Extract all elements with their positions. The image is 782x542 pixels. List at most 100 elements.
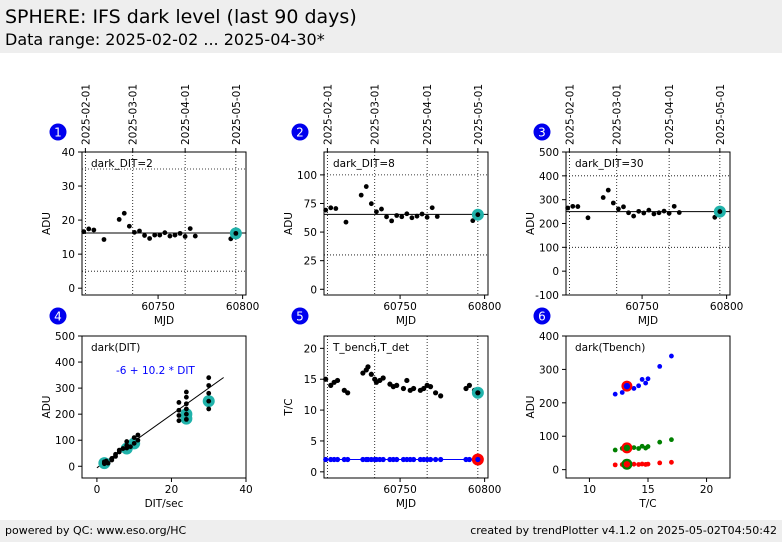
panel-2-data-point xyxy=(434,214,440,219)
panel-4-x-tick-label: 0 xyxy=(94,484,101,496)
panel-1-data-point xyxy=(91,227,97,233)
panel-5-x-tick-label: 60750 xyxy=(383,484,416,496)
panel-3-data-point xyxy=(610,200,616,206)
panel-2-data-point xyxy=(374,209,379,215)
panel-6-data-point xyxy=(643,380,649,386)
panel-2-data-point xyxy=(358,192,364,198)
panel-2-data-point xyxy=(333,206,339,211)
panel-3-y-tick-label: 200 xyxy=(539,219,559,231)
panel-3-data-point xyxy=(666,210,672,216)
panel-6-y-tick-label: 400 xyxy=(539,331,559,343)
panel-3-data-point xyxy=(661,208,667,214)
panel-6-y-tick-label: 0 xyxy=(552,465,559,477)
panel-6-data-point xyxy=(645,444,651,449)
panel-1-y-axis-label: ADU xyxy=(41,212,53,235)
panel-2-data-point xyxy=(409,215,415,221)
panel-5-frame xyxy=(323,335,489,479)
panel-5-y-tick-label: 5 xyxy=(310,436,317,448)
panel-6-data-point xyxy=(636,383,642,389)
panel-5-tbench-point xyxy=(380,375,386,381)
panel-1-data-point xyxy=(137,228,142,234)
panel-3-data-point xyxy=(616,206,621,212)
panel-1-badge-label: 1 xyxy=(54,126,62,140)
panel-4-data-point xyxy=(176,407,182,413)
panel-1-data-point xyxy=(132,229,137,235)
panel-6-data-point xyxy=(612,447,618,453)
panel-4-y-tick-label: 100 xyxy=(55,435,75,447)
panel-2-badge-label: 2 xyxy=(296,126,304,140)
panel-5-tdet-point xyxy=(334,456,341,463)
panel-1-badge xyxy=(49,123,67,141)
panel-4-data-point xyxy=(135,437,141,443)
panel-6-data-point xyxy=(669,353,674,359)
panel-5-annotation: T_bench,T_det xyxy=(332,342,409,354)
panel-5-y-tick-label: 15 xyxy=(304,374,317,386)
panel-1-latest-point xyxy=(233,230,239,236)
panel-4-data-point xyxy=(206,390,212,396)
panel-2-frame xyxy=(323,151,489,296)
panel-5-tbench-point xyxy=(432,390,439,396)
panel-1-data-point xyxy=(177,230,183,236)
panel-4-data-point xyxy=(183,389,189,395)
panel-6-badge-label: 6 xyxy=(538,310,546,324)
panel-2-date-label: 2025-02-01 xyxy=(322,84,334,145)
panel-2-y-tick-label: 50 xyxy=(304,227,317,239)
panel-4-data-point xyxy=(124,443,130,448)
panel-6-x-tick-label: 10 xyxy=(583,484,596,496)
panel-1-data-point xyxy=(81,229,87,235)
panel-3-date-label: 2025-04-01 xyxy=(664,84,676,145)
panel-4-data-point xyxy=(105,460,111,466)
panel-5-y-tick-label: 10 xyxy=(304,405,317,417)
panel-1-data-point xyxy=(192,233,198,239)
panel-4-data-point xyxy=(124,439,130,444)
panel-5-tdet-point xyxy=(380,456,386,463)
panel-2-data-point xyxy=(328,205,334,211)
panel-5-tbench-point xyxy=(365,364,371,370)
panel-6-data-point xyxy=(657,364,663,369)
panel-4-data-point xyxy=(183,394,189,400)
panel-3-data-point xyxy=(636,208,642,214)
panel-4-data-point xyxy=(183,411,189,417)
page-footer: powered by QC: www.eso.org/HC created by… xyxy=(0,520,782,542)
panel-3-data-point xyxy=(651,211,657,217)
panel-2-data-point xyxy=(419,211,425,217)
panel-5-tbench-point xyxy=(323,376,329,382)
panel-3-date-label: 2025-05-01 xyxy=(715,84,727,145)
panel-3-annotation: dark_DIT=30 xyxy=(575,158,644,170)
panel-2-data-point xyxy=(394,213,400,218)
panel-3-date-label: 2025-03-01 xyxy=(612,84,624,145)
panel-6-data-point xyxy=(657,439,663,445)
panel-4-data-point xyxy=(176,418,182,424)
panel-4-x-tick-label: 40 xyxy=(239,484,252,496)
panel-4-data-point xyxy=(128,444,133,450)
panel-3-data-point xyxy=(671,203,677,209)
panel-6-data-point xyxy=(669,437,674,443)
panel-2-data-point xyxy=(363,184,369,189)
panel-6-data-point xyxy=(631,461,637,467)
panel-4-data-point xyxy=(206,406,212,412)
panel-5-y-tick-label: 20 xyxy=(304,343,317,355)
panel-1-x-tick-label: 60750 xyxy=(141,301,174,313)
panel-5-tbench-point xyxy=(411,385,417,392)
panel-3-data-point xyxy=(600,195,606,200)
footer-credit: powered by QC: www.eso.org/HC xyxy=(5,524,187,537)
panel-1-y-tick-label: 40 xyxy=(62,147,75,159)
panel-1-data-point xyxy=(86,226,92,232)
panel-3-y-tick-label: 400 xyxy=(539,171,559,183)
panel-4-annotation: dark(DIT) xyxy=(91,342,140,354)
panel-2-data-point xyxy=(379,206,384,212)
panel-3-data-point xyxy=(656,210,662,216)
panel-5-tbench-point xyxy=(427,384,434,390)
panel-3-frame xyxy=(565,151,731,296)
panel-6-data-point xyxy=(639,461,645,467)
panel-1-y-tick-label: 10 xyxy=(62,249,75,261)
panel-5-tbench-point xyxy=(368,371,374,377)
panel-1-y-tick-label: 30 xyxy=(62,181,75,193)
panel-2-data-point xyxy=(399,214,405,220)
panel-5-tbench-point xyxy=(463,385,469,392)
panel-5-tdet-point xyxy=(323,456,329,463)
panel-6-annotation: dark(Tbench) xyxy=(575,342,645,354)
panel-2-y-tick-label: 0 xyxy=(310,284,317,296)
page-header: SPHERE: IFS dark level (last 90 days) Da… xyxy=(0,0,782,53)
